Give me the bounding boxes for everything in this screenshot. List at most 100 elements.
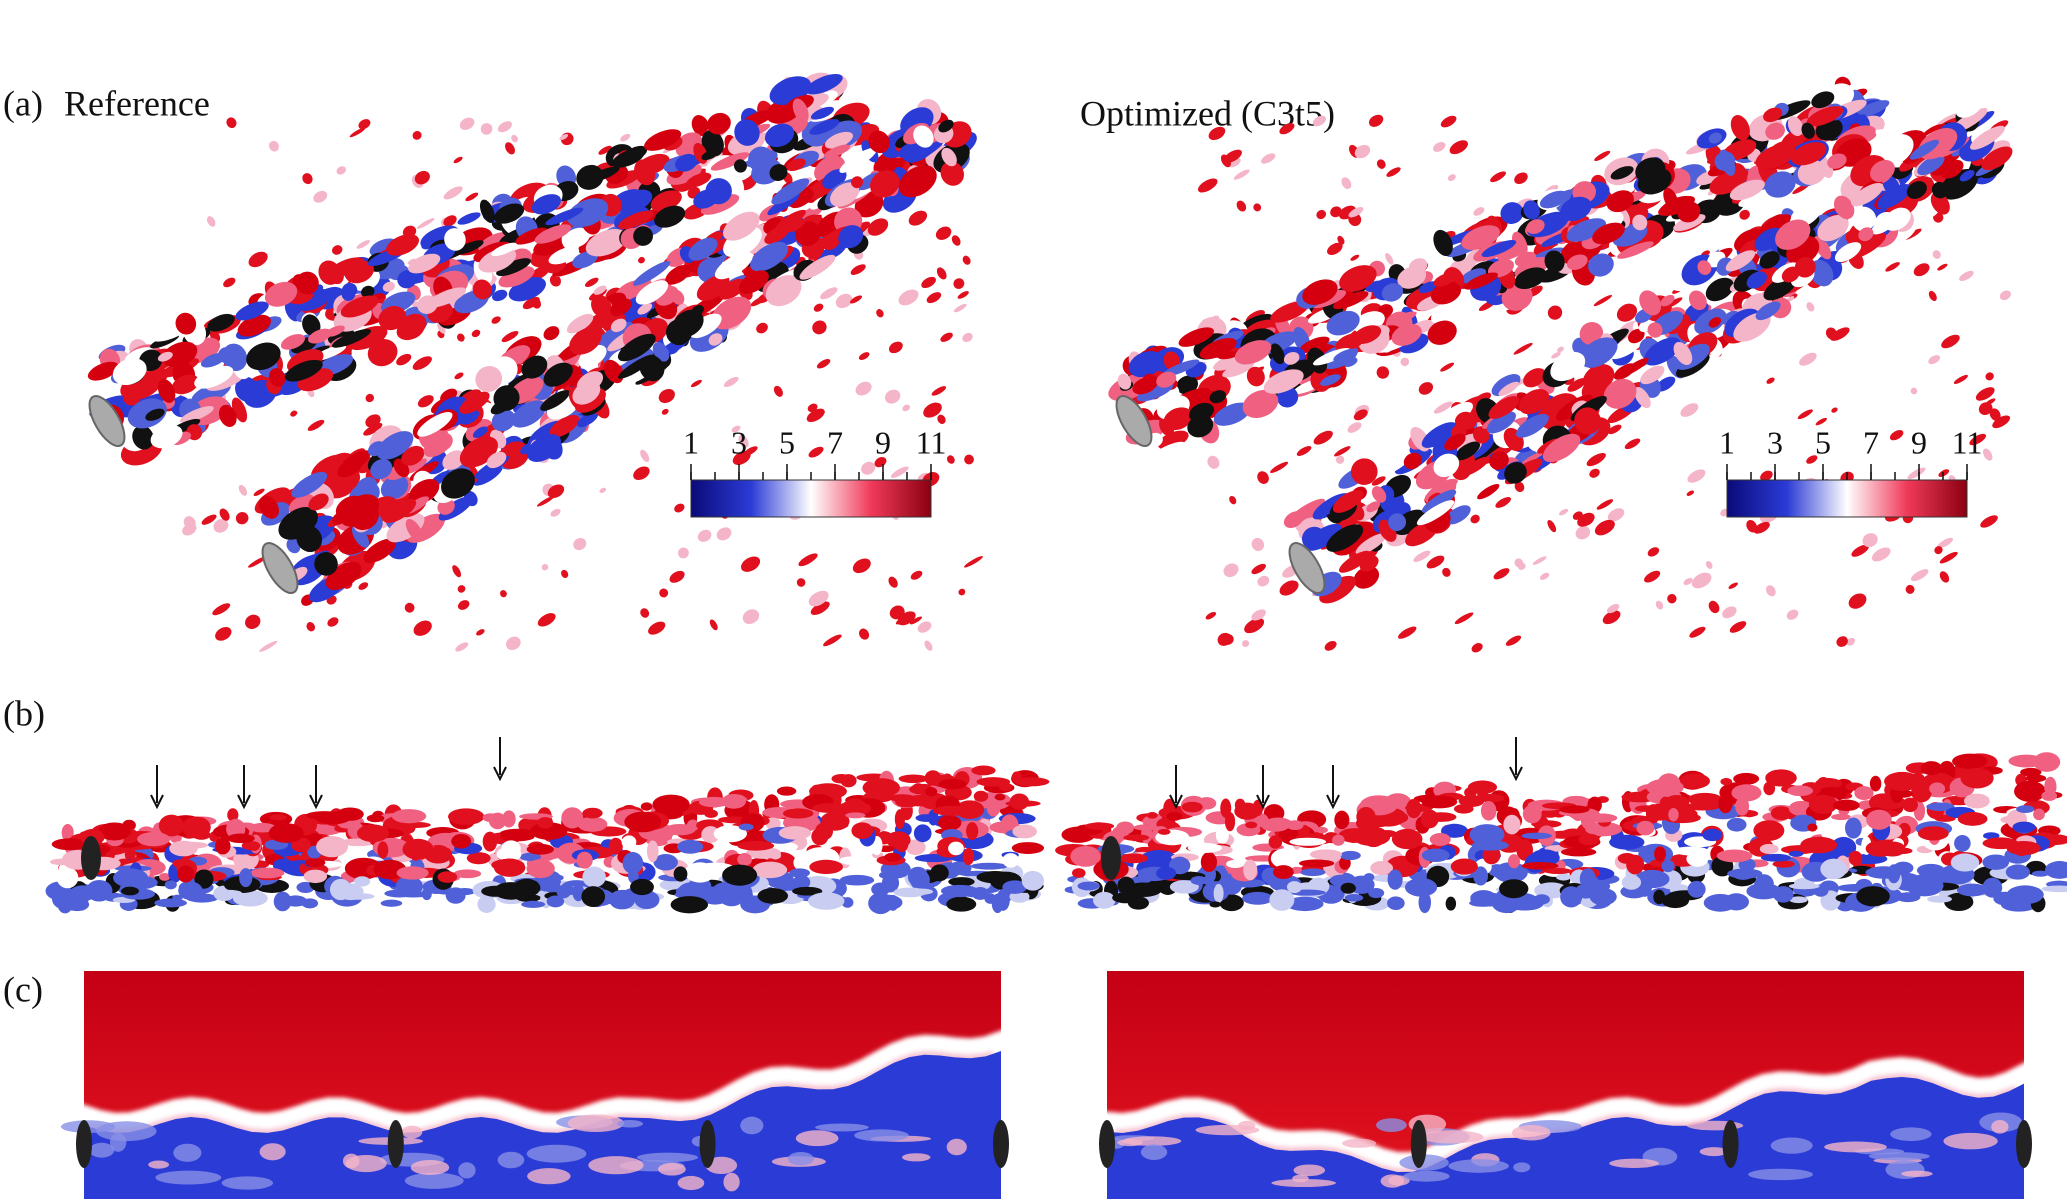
side-blob: [915, 814, 938, 822]
vortex-fleck: [732, 450, 751, 465]
vortex-blob: [1606, 190, 1634, 213]
side-blob: [622, 852, 644, 875]
side-blob: [1009, 793, 1030, 810]
panel-label: (c): [3, 969, 43, 1009]
side-blob: [1659, 796, 1672, 812]
side-blob: [2041, 885, 2067, 893]
vortex-blob: [672, 309, 704, 338]
vortex-fleck: [937, 414, 946, 424]
vortex-fleck: [201, 514, 217, 525]
vortex-fleck: [1722, 606, 1737, 619]
side-blob: [1508, 854, 1520, 869]
vortex-blob: [1234, 340, 1272, 365]
vortex-fleck: [235, 512, 249, 525]
side-blob: [1387, 896, 1405, 911]
slice-patch: [1293, 1164, 1326, 1177]
side-blob: [1954, 834, 1971, 852]
side-blob: [1011, 842, 1045, 854]
vortex-blob: [1178, 327, 1214, 347]
vortex-blob: [1526, 219, 1545, 234]
vortex-fleck: [584, 277, 599, 288]
colorbar-tick-label: 9: [875, 424, 891, 460]
vortex-blob: [472, 426, 488, 438]
side-blob: [1156, 866, 1177, 880]
vortex-blob: [1209, 390, 1226, 404]
side-blob: [1166, 811, 1183, 821]
vortex-fleck: [1449, 140, 1468, 155]
vortex-blob: [288, 493, 314, 514]
vortex-blob: [1906, 181, 1927, 199]
vortex-blob: [1489, 451, 1509, 470]
side-blob: [940, 884, 979, 898]
vortex-fleck: [888, 341, 903, 354]
vortex-blob: [180, 406, 214, 423]
vortex-blob: [444, 228, 466, 251]
vortex-blob: [764, 123, 795, 148]
side-blob: [556, 886, 571, 899]
vortex-fleck: [1589, 468, 1600, 478]
vortex-blob: [708, 333, 723, 346]
vortex-fleck: [1413, 550, 1431, 563]
vortex-blob: [1632, 214, 1648, 231]
vortex-blob: [765, 275, 802, 307]
side-blob: [1963, 793, 1990, 809]
vortex-blob: [383, 498, 417, 523]
vortex-fleck: [1848, 593, 1867, 609]
vortex-blob: [417, 411, 453, 437]
vortex-blob: [1560, 196, 1592, 222]
side-blob: [1332, 834, 1345, 846]
vortex-fleck: [1910, 569, 1929, 582]
vortex-fleck: [1386, 167, 1401, 177]
vortex-fleck: [876, 309, 884, 318]
vortex-fleck: [1557, 346, 1564, 353]
side-blob: [893, 887, 927, 898]
side-blob: [1927, 895, 1952, 903]
side-blob: [608, 837, 623, 855]
vortex-blob: [515, 227, 548, 245]
vortex-blob: [1403, 452, 1422, 470]
vortex-fleck: [1223, 149, 1242, 163]
vortex-blob: [1730, 115, 1750, 141]
panel-title: Reference: [64, 83, 210, 123]
side-blob: [837, 801, 872, 816]
side-blob: [61, 823, 74, 842]
cylinder: [387, 1120, 404, 1168]
side-blob: [1450, 858, 1478, 875]
side-blob: [249, 822, 276, 833]
vortex-blob: [634, 159, 656, 186]
vortex-blob: [361, 285, 375, 298]
vortex-fleck: [953, 278, 965, 289]
vortex-fleck: [1871, 547, 1891, 562]
slice-patch: [402, 1125, 423, 1139]
side-blob: [268, 823, 304, 843]
vortex-blob: [1302, 279, 1338, 305]
side-blob: [634, 890, 660, 910]
vortex-fleck: [1313, 430, 1333, 445]
vortex-fleck: [858, 352, 870, 361]
vortex-fleck: [640, 449, 650, 462]
side-blob: [1070, 845, 1101, 867]
vortex-blob: [521, 355, 548, 379]
side-blob: [792, 886, 823, 896]
side-blob: [2014, 780, 2046, 802]
vortex-fleck: [923, 402, 942, 418]
slice-patch: [410, 1159, 450, 1175]
vortex-fleck: [302, 173, 313, 185]
vortex-blob: [132, 425, 154, 450]
side-blob: [164, 880, 177, 890]
vortex-blob: [1759, 251, 1780, 269]
vortex-fleck: [773, 385, 783, 397]
side-blob: [366, 814, 385, 823]
vortex-blob: [1381, 283, 1404, 302]
side-blob: [1720, 778, 1733, 786]
vortex-blob: [839, 147, 877, 173]
side-blob: [526, 843, 554, 855]
vortex-blob: [347, 326, 388, 351]
vortex-fleck: [245, 614, 261, 629]
side-blob: [1789, 896, 1808, 904]
side-blob: [894, 835, 909, 853]
vortex-blob: [821, 240, 847, 260]
slice-patch: [1609, 1158, 1659, 1169]
vortex-blob: [408, 253, 441, 274]
side-blob: [1340, 882, 1356, 894]
